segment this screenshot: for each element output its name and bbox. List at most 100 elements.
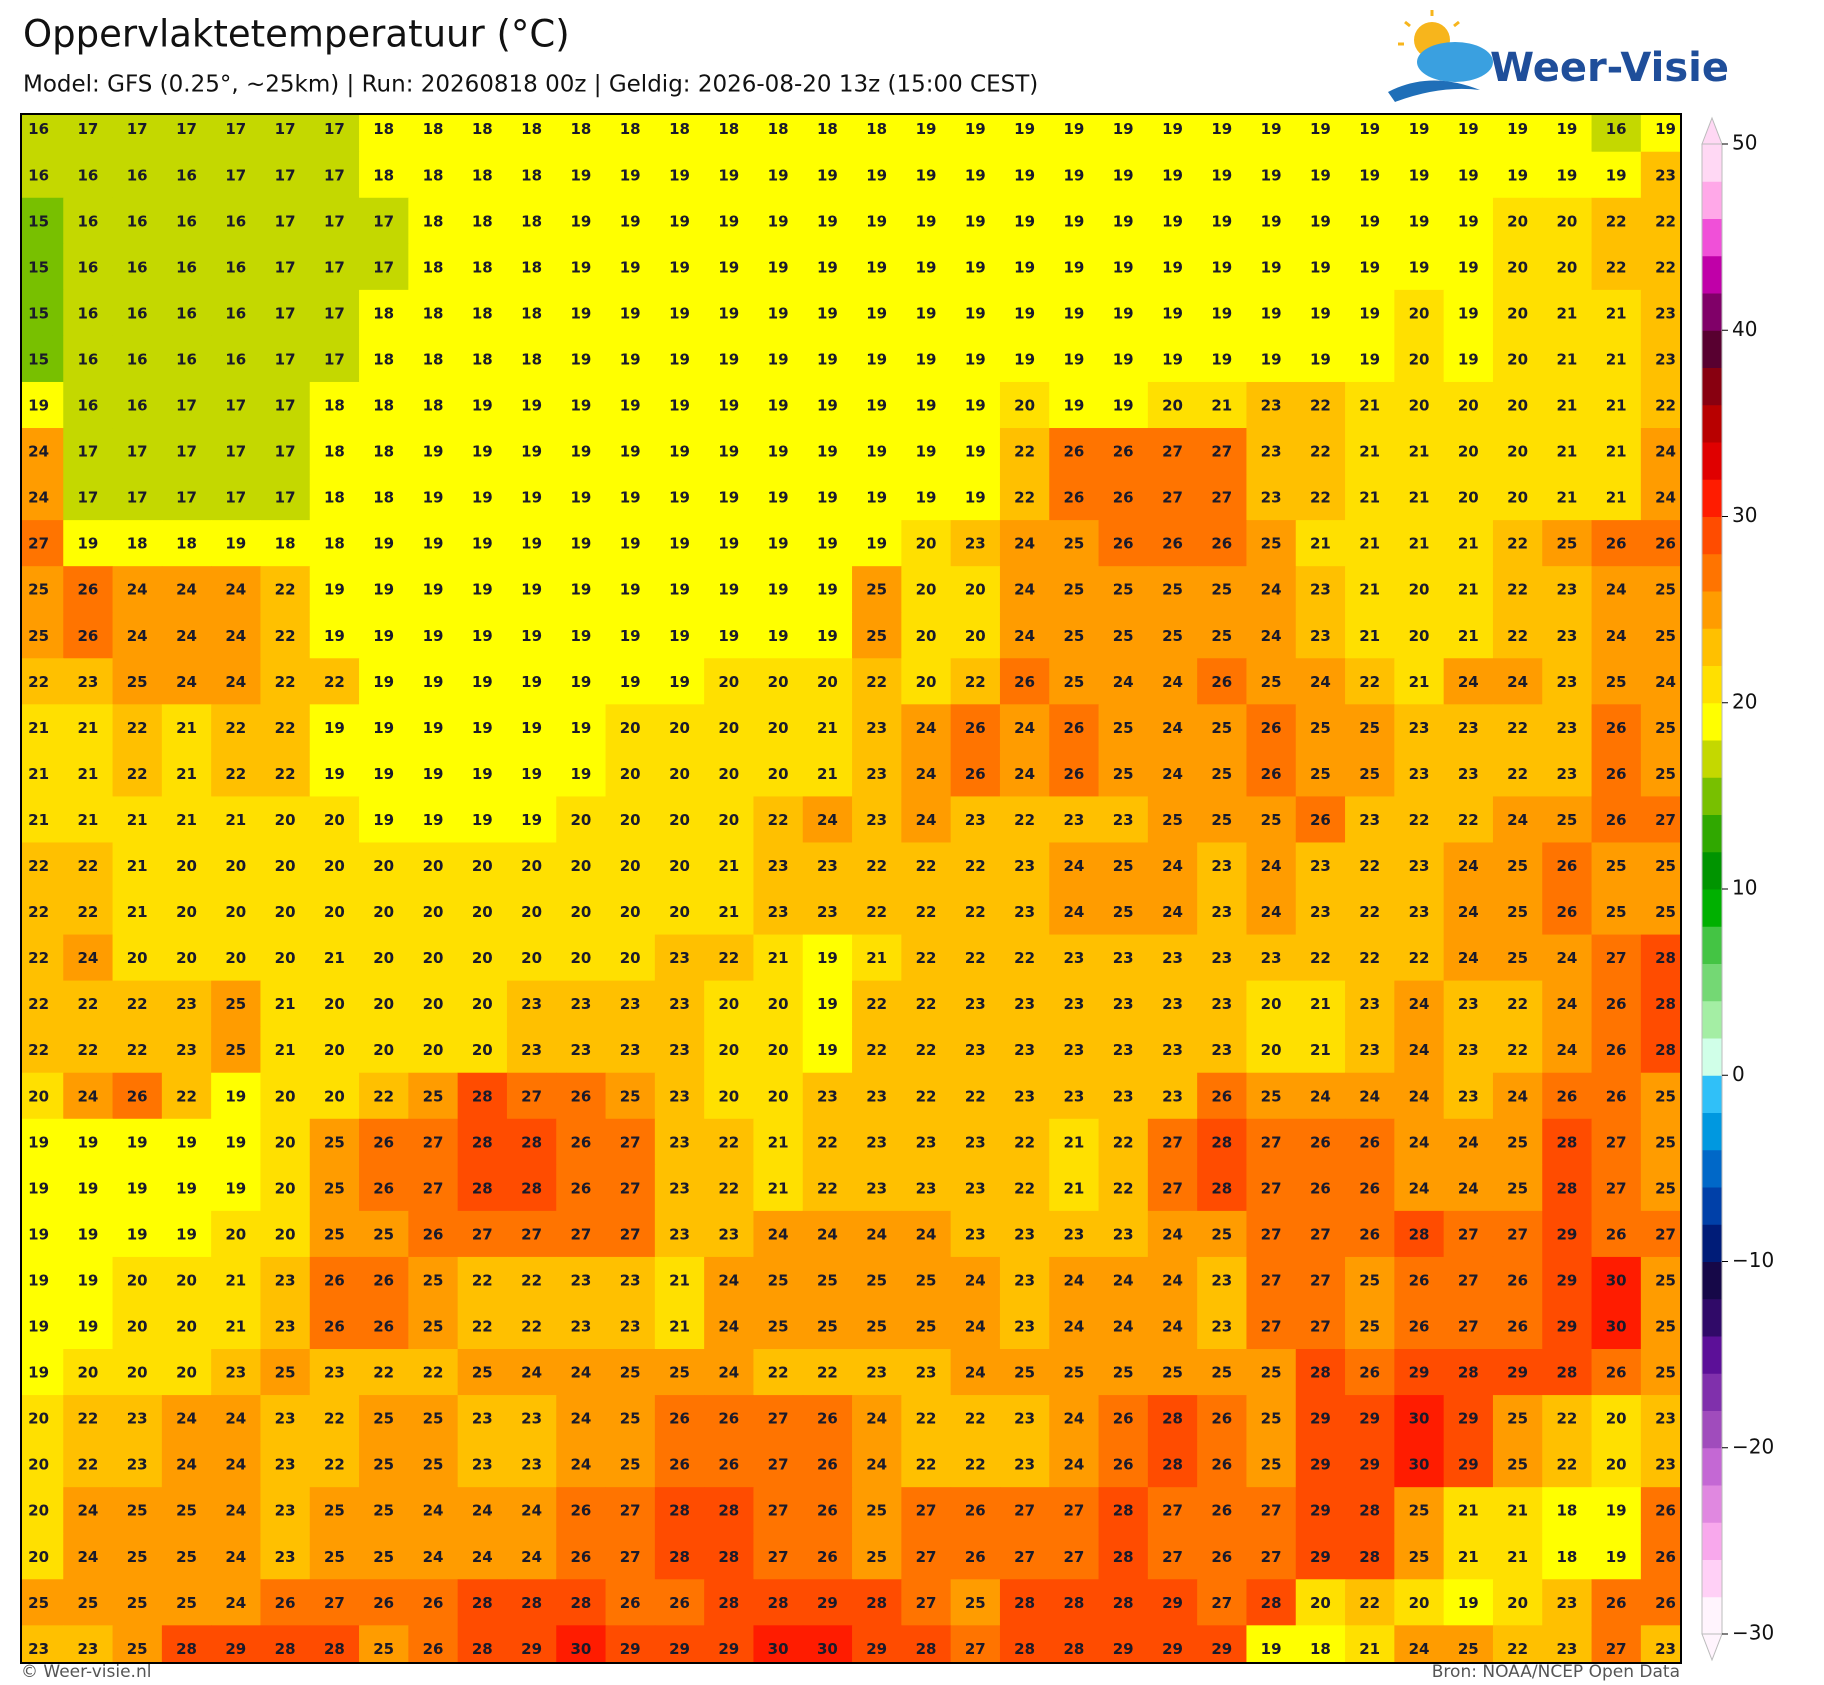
temperature-cell <box>950 243 1001 291</box>
temperature-cell <box>1098 289 1149 337</box>
temperature-cell <box>1591 1026 1642 1074</box>
temperature-label: 25 <box>1063 535 1084 553</box>
temperature-label: 26 <box>1606 1364 1627 1382</box>
temperature-label: 19 <box>1014 120 1035 138</box>
temperature-label: 19 <box>1014 166 1035 184</box>
temperature-cell <box>1295 980 1346 1028</box>
temperature-label: 20 <box>423 995 444 1013</box>
temperature-label: 26 <box>77 581 98 599</box>
temperature-label: 21 <box>1063 1133 1084 1151</box>
temperature-cell <box>457 1072 508 1120</box>
temperature-cell <box>1492 796 1543 843</box>
colorbar-tick-label: −20 <box>1732 1434 1774 1458</box>
temperature-cell <box>1591 335 1642 383</box>
temperature-label: 20 <box>28 1456 49 1474</box>
temperature-label: 16 <box>225 304 246 322</box>
temperature-label: 19 <box>669 627 690 645</box>
temperature-cell <box>1147 474 1198 521</box>
temperature-label: 19 <box>373 581 394 599</box>
temperature-cell <box>999 520 1050 567</box>
temperature-cell <box>950 428 1001 475</box>
temperature-label: 26 <box>1556 1087 1577 1105</box>
temperature-label: 29 <box>1458 1410 1479 1428</box>
temperature-label: 25 <box>1261 535 1282 553</box>
temperature-label: 28 <box>1310 1364 1331 1382</box>
temperature-label: 24 <box>1261 581 1282 599</box>
temperature-cell <box>506 1026 557 1074</box>
temperature-label: 27 <box>620 1133 641 1151</box>
temperature-label: 24 <box>1063 903 1084 921</box>
temperature-label: 26 <box>1655 1502 1676 1520</box>
temperature-label: 18 <box>472 212 493 230</box>
temperature-cell <box>359 658 409 705</box>
temperature-label: 22 <box>768 1364 789 1382</box>
temperature-cell <box>753 197 804 245</box>
temperature-label: 18 <box>570 120 591 138</box>
temperature-cell <box>1147 243 1198 291</box>
temperature-cell <box>21 796 64 843</box>
temperature-label: 26 <box>1063 489 1084 507</box>
temperature-label: 23 <box>1014 1410 1035 1428</box>
temperature-label: 19 <box>768 258 789 276</box>
temperature-cell <box>457 704 508 751</box>
temperature-label: 17 <box>225 489 246 507</box>
temperature-label: 25 <box>866 1502 887 1520</box>
temperature-cell <box>556 612 607 659</box>
temperature-label: 17 <box>176 489 197 507</box>
temperature-label: 22 <box>916 903 937 921</box>
temperature-cell <box>1197 289 1247 337</box>
temperature-cell <box>999 842 1050 890</box>
temperature-cell <box>1197 428 1247 475</box>
temperature-cell <box>1197 612 1247 659</box>
temperature-cell <box>1098 704 1149 751</box>
temperature-cell <box>1049 750 1100 797</box>
temperature-cell <box>950 151 1001 199</box>
temperature-label: 24 <box>176 1410 197 1428</box>
temperature-cell <box>1394 750 1445 797</box>
temperature-label: 29 <box>1556 1271 1577 1289</box>
temperature-cell <box>21 289 64 337</box>
temperature-label: 25 <box>1359 719 1380 737</box>
temperature-cell <box>556 197 607 245</box>
temperature-label: 20 <box>1507 489 1528 507</box>
temperature-cell <box>1443 1026 1494 1074</box>
temperature-label: 23 <box>1261 443 1282 461</box>
temperature-cell <box>704 1072 754 1120</box>
temperature-label: 28 <box>1556 1364 1577 1382</box>
temperature-cell <box>654 243 705 291</box>
temperature-cell <box>852 151 902 199</box>
temperature-label: 26 <box>1507 1271 1528 1289</box>
temperature-cell <box>1246 428 1297 475</box>
temperature-label: 19 <box>1261 1640 1282 1658</box>
temperature-label: 25 <box>1409 1502 1430 1520</box>
temperature-label: 26 <box>373 1594 394 1612</box>
temperature-cell <box>999 381 1050 429</box>
temperature-label: 19 <box>1014 304 1035 322</box>
temperature-label: 24 <box>570 1456 591 1474</box>
temperature-label: 19 <box>570 719 591 737</box>
temperature-cell <box>506 980 557 1028</box>
temperature-cell <box>704 474 754 521</box>
temperature-cell <box>1492 520 1543 567</box>
temperature-label: 19 <box>225 1133 246 1151</box>
temperature-cell <box>1394 1118 1445 1166</box>
temperature-cell <box>112 1072 163 1120</box>
temperature-label: 26 <box>1211 1456 1232 1474</box>
temperature-label: 24 <box>1014 535 1035 553</box>
temperature-label: 19 <box>423 811 444 829</box>
temperature-label: 23 <box>965 811 986 829</box>
temperature-label: 28 <box>1556 1179 1577 1197</box>
temperature-label: 20 <box>176 949 197 967</box>
temperature-cell <box>408 980 459 1028</box>
temperature-cell <box>802 750 853 797</box>
temperature-label: 19 <box>1310 350 1331 368</box>
temperature-cell <box>21 980 64 1028</box>
temperature-cell <box>408 888 459 936</box>
temperature-label: 19 <box>718 212 739 230</box>
temperature-cell <box>1640 1072 1681 1120</box>
temperature-label: 19 <box>570 443 591 461</box>
colorbar-arrow-top <box>1701 116 1723 145</box>
temperature-label: 19 <box>916 166 937 184</box>
temperature-cell <box>112 566 163 613</box>
temperature-cell <box>1049 520 1100 567</box>
